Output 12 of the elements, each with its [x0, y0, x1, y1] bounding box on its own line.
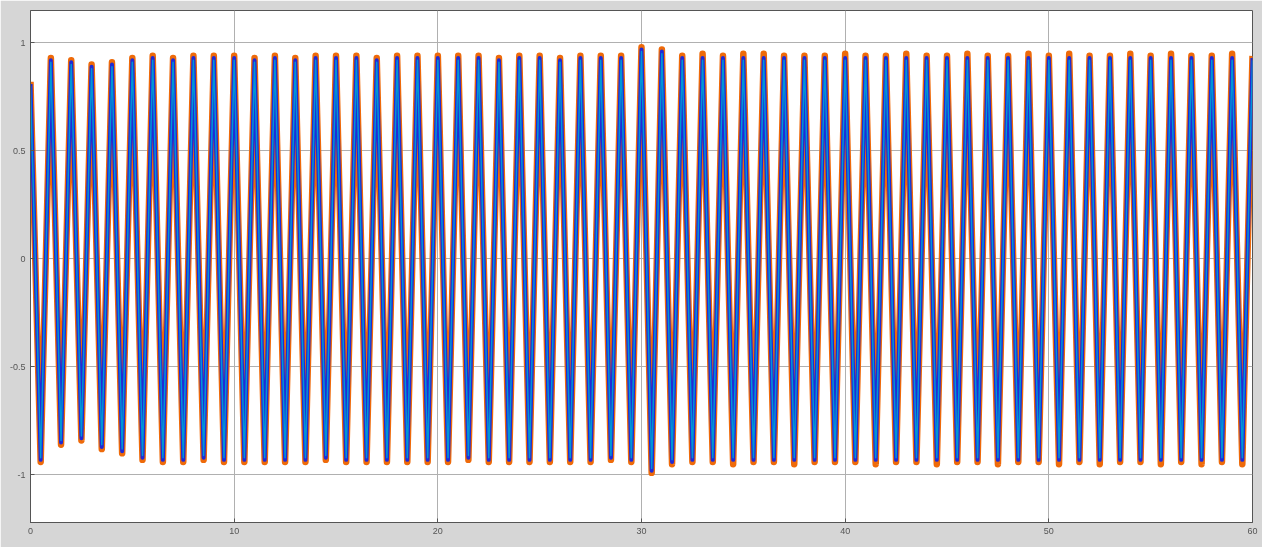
y-tick-label: 0.5: [12, 145, 26, 156]
x-tick-label: 50: [1043, 525, 1054, 536]
x-tick-label: 10: [229, 525, 240, 536]
x-tick-label: 60: [1247, 525, 1258, 536]
x-tick-label: 20: [432, 525, 443, 536]
y-tick-label: 1: [20, 37, 26, 48]
y-tick-label: -1: [17, 469, 26, 480]
y-tick-label: -0.5: [9, 361, 26, 372]
x-tick-label: 0: [28, 525, 34, 536]
y-tick-label: 0: [20, 253, 26, 264]
x-tick-label: 30: [636, 525, 647, 536]
x-tick-label: 40: [840, 525, 851, 536]
